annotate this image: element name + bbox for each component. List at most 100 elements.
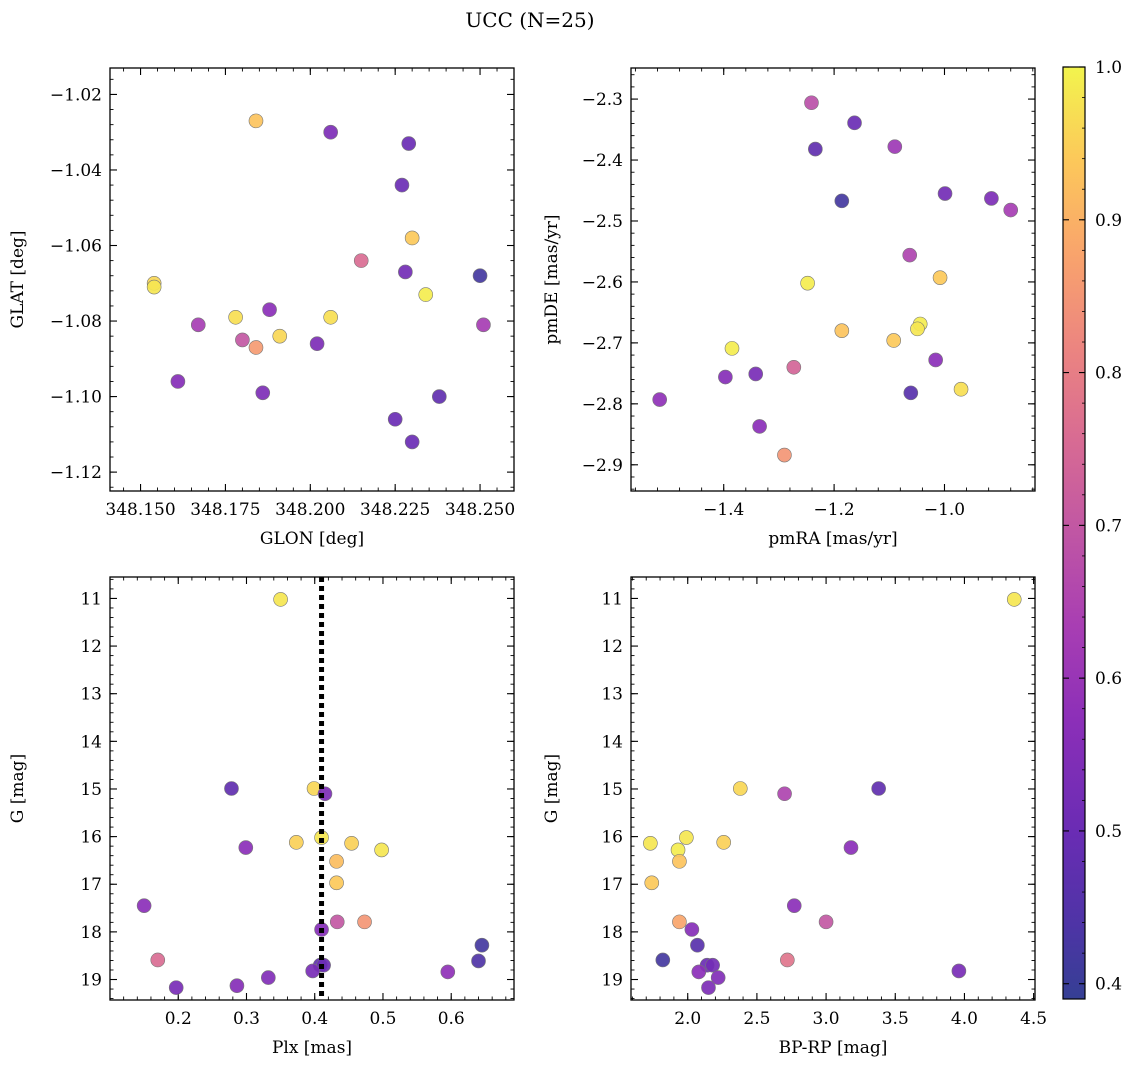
data-point <box>777 447 792 463</box>
colorbar-tick-label: 1.0 <box>1095 58 1122 78</box>
data-point <box>238 840 254 855</box>
data-point <box>910 321 925 337</box>
data-point <box>472 268 488 284</box>
data-point <box>474 937 490 953</box>
y-tick-label: −1.04 <box>50 161 102 181</box>
data-point <box>476 317 491 333</box>
data-point <box>690 937 705 953</box>
data-point <box>224 781 239 796</box>
data-point <box>780 952 795 968</box>
x-tick-label: 0.6 <box>438 1009 465 1029</box>
data-point <box>471 953 486 969</box>
data-point <box>937 186 953 201</box>
data-point <box>190 317 206 333</box>
data-point <box>691 964 707 980</box>
data-point <box>418 287 434 302</box>
y-axis-label: G [mag] <box>8 754 28 823</box>
data-point <box>652 392 667 407</box>
y-tick-label: 13 <box>601 685 623 705</box>
data-point <box>170 374 186 389</box>
data-point <box>329 914 345 930</box>
data-point <box>679 830 694 845</box>
data-point <box>705 957 720 973</box>
x-tick-label: 4.0 <box>951 1009 978 1029</box>
y-tick-label: 14 <box>601 732 623 752</box>
data-point <box>357 914 372 930</box>
data-point <box>777 786 792 802</box>
colorbar-tick-label: 0.4 <box>1095 975 1122 995</box>
y-axis-label: G [mag] <box>542 754 562 823</box>
data-point <box>684 922 700 937</box>
x-axis-label: GLON [deg] <box>260 529 364 549</box>
data-point <box>724 341 740 356</box>
data-point <box>984 191 999 206</box>
x-axis-label: pmRA [mas/yr] <box>768 529 897 549</box>
y-tick-label: 15 <box>601 780 623 800</box>
data-point <box>752 419 767 434</box>
panel-1: 348.150 348.175 348.200 348.225 348.250 −1.12… <box>8 67 515 549</box>
y-tick-label: 17 <box>80 875 102 895</box>
y-tick-label: −1.06 <box>50 237 102 257</box>
data-point <box>808 141 823 157</box>
y-tick-label: 18 <box>601 923 623 943</box>
y-tick-label: 17 <box>601 875 623 895</box>
data-point <box>262 302 277 318</box>
x-tick-label: 2.5 <box>743 1009 770 1029</box>
data-point <box>733 781 748 796</box>
data-point <box>928 352 943 368</box>
colorbar-tick-label: 0.9 <box>1095 211 1122 231</box>
colorbar: 0.4 0.5 0.6 0.7 0.8 0.9 1.0 <box>1062 58 1122 1000</box>
figure-title: UCC (N=25) <box>465 8 594 32</box>
data-point <box>404 230 420 246</box>
y-tick-label: 19 <box>601 971 623 991</box>
colorbar-tick-label: 0.6 <box>1095 669 1122 689</box>
y-axis-label: pmDE [mas/yr] <box>542 214 562 344</box>
data-point <box>843 840 859 855</box>
x-tick-label: 3.0 <box>813 1009 840 1029</box>
colorbar-gradient <box>1062 66 1086 1000</box>
x-tick-label: 0.4 <box>301 1009 328 1029</box>
plot-frame <box>630 67 1036 492</box>
data-point <box>718 369 733 385</box>
data-point <box>228 309 243 325</box>
panel-4: 2.0 2.5 3.0 3.5 4.0 4.5 11 12 13 14 15 16 17 18 19 BP-R… <box>542 576 1047 1058</box>
data-point <box>235 332 250 348</box>
x-tick-label: −1.2 <box>813 500 854 520</box>
x-tick-label: 0.2 <box>165 1009 192 1029</box>
data-point <box>902 247 918 263</box>
panel-2: −1.4 −1.2 −1.0 −2.9 −2.8 −2.7 −2.6 −2.5 −2.4 −2.3… <box>542 67 1036 549</box>
data-point <box>834 193 850 209</box>
x-tick-label: −1.0 <box>924 500 965 520</box>
y-tick-label: 16 <box>80 828 102 848</box>
y-tick-label: −2.5 <box>582 212 623 232</box>
data-point <box>323 124 338 140</box>
data-point <box>289 835 304 850</box>
x-tick-label: −1.4 <box>703 500 744 520</box>
y-tick-label: −2.7 <box>582 334 623 354</box>
y-tick-label: 13 <box>80 685 102 705</box>
data-point <box>716 835 731 850</box>
x-tick-label: 0.3 <box>233 1009 260 1029</box>
y-tick-label: 12 <box>601 637 623 657</box>
x-tick-label: 2.0 <box>674 1009 701 1029</box>
y-tick-label: 19 <box>80 971 102 991</box>
data-point <box>146 279 162 295</box>
data-point <box>1006 592 1022 607</box>
x-tick-label: 0.5 <box>369 1009 396 1029</box>
data-point <box>800 275 815 291</box>
x-tick-label: 348.250 <box>445 500 515 520</box>
y-tick-label: 14 <box>80 732 102 752</box>
y-tick-label: −1.08 <box>50 312 102 332</box>
data-point <box>701 980 716 995</box>
data-point <box>401 136 417 151</box>
data-point <box>329 854 344 869</box>
data-point <box>353 253 369 268</box>
y-tick-label: 18 <box>80 923 102 943</box>
y-tick-label: −2.9 <box>582 456 623 476</box>
data-point <box>255 385 271 401</box>
plot-frame <box>109 67 515 492</box>
data-point <box>655 952 671 968</box>
data-point <box>953 381 969 397</box>
data-point <box>710 970 726 985</box>
